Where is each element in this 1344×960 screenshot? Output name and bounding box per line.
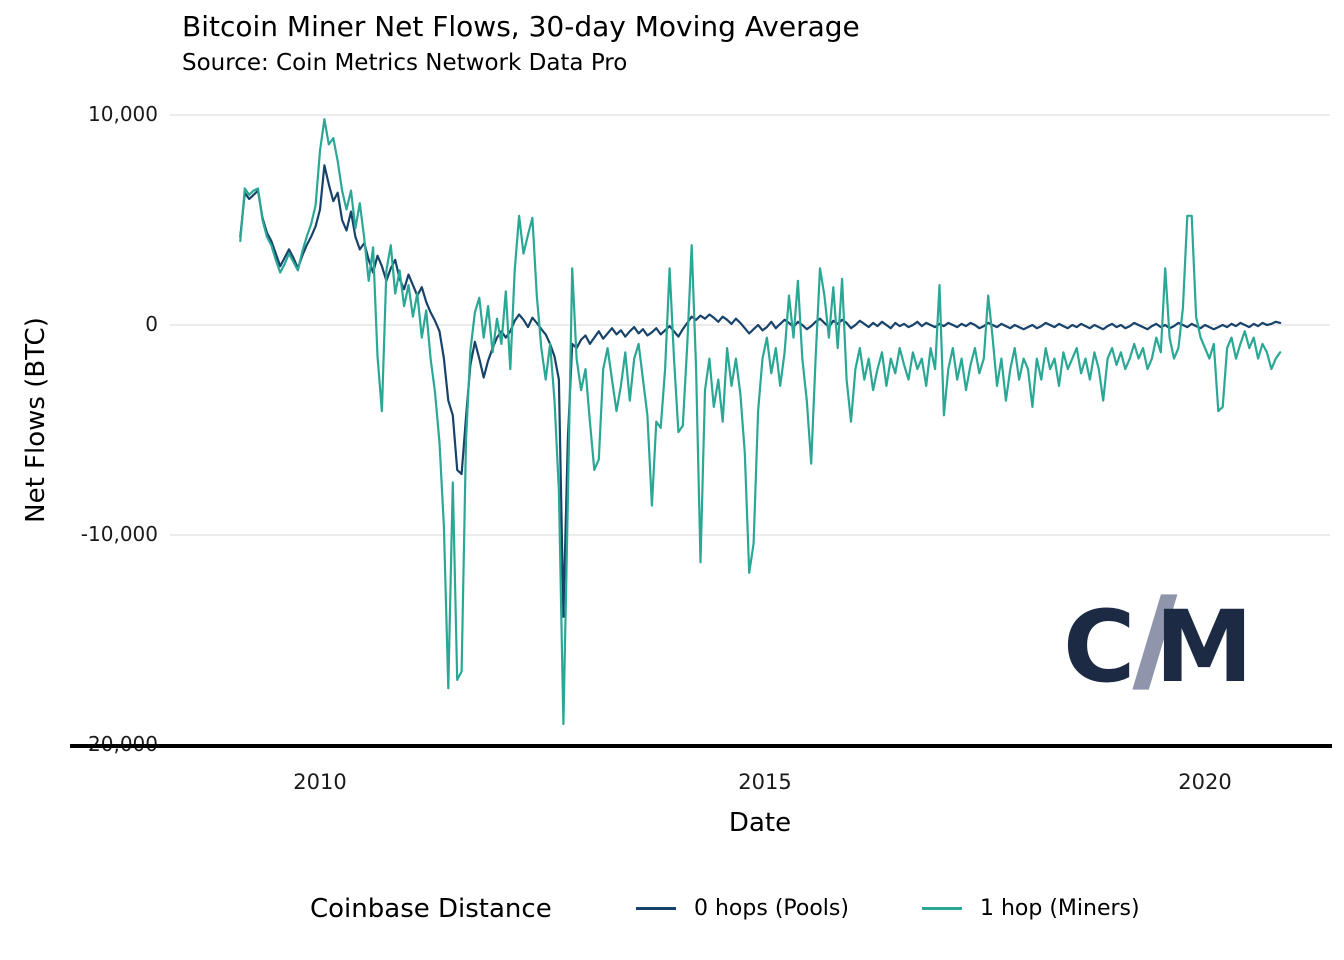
logo-slash-icon [1132, 594, 1178, 690]
y-tick-label: 0 [145, 312, 158, 336]
legend-label-pools: 0 hops (Pools) [694, 896, 849, 921]
coin-metrics-logo: C M [1063, 590, 1245, 701]
y-tick-label: 10,000 [88, 102, 158, 126]
plot-area [170, 114, 1330, 726]
legend-label-miners: 1 hop (Miners) [980, 896, 1140, 921]
logo-letter-c: C [1063, 590, 1136, 701]
chart-title: Bitcoin Miner Net Flows, 30-day Moving A… [182, 10, 860, 43]
y-axis-label: Net Flows (BTC) [21, 317, 51, 523]
miners-line-swatch [922, 907, 962, 910]
x-tick-label: 2015 [738, 770, 792, 794]
chart-subtitle: Source: Coin Metrics Network Data Pro [182, 50, 628, 76]
legend-title: Coinbase Distance [310, 894, 552, 924]
pools-line-swatch [636, 907, 676, 910]
x-tick-label: 2020 [1178, 770, 1232, 794]
x-axis-label: Date [728, 808, 792, 838]
legend: Coinbase Distance 0 hops (Pools) 1 hop (… [0, 888, 1344, 938]
x-axis-line [70, 744, 1332, 748]
logo-letter-m: M [1155, 590, 1245, 701]
x-tick-label: 2010 [293, 770, 347, 794]
y-tick-label: -10,000 [80, 522, 158, 546]
